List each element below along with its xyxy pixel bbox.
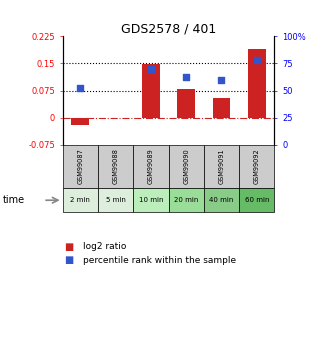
Text: GSM99088: GSM99088	[113, 149, 118, 185]
Text: GSM99090: GSM99090	[183, 149, 189, 185]
Bar	[248, 49, 265, 118]
Bar	[142, 64, 160, 118]
Text: percentile rank within the sample: percentile rank within the sample	[83, 256, 237, 265]
Bar	[239, 145, 274, 188]
Bar	[169, 145, 204, 188]
Text: 60 min: 60 min	[245, 197, 269, 203]
Bar	[63, 145, 98, 188]
Bar	[204, 145, 239, 188]
Bar	[98, 188, 133, 212]
Point	[148, 66, 153, 71]
Text: log2 ratio: log2 ratio	[83, 242, 127, 251]
Text: 20 min: 20 min	[174, 197, 198, 203]
Bar	[213, 98, 230, 118]
Point	[254, 57, 259, 63]
Point	[219, 77, 224, 82]
Text: time: time	[3, 195, 25, 205]
Point	[184, 75, 189, 80]
Bar	[133, 145, 169, 188]
Bar	[239, 188, 274, 212]
Bar	[133, 188, 169, 212]
Title: GDS2578 / 401: GDS2578 / 401	[121, 22, 216, 35]
Text: 5 min: 5 min	[106, 197, 126, 203]
Point	[78, 86, 83, 91]
Bar	[63, 188, 98, 212]
Bar	[169, 188, 204, 212]
Text: GSM99087: GSM99087	[77, 149, 83, 185]
Text: GSM99092: GSM99092	[254, 149, 260, 185]
Text: 10 min: 10 min	[139, 197, 163, 203]
Bar	[71, 118, 89, 125]
Bar	[98, 145, 133, 188]
Bar	[177, 89, 195, 118]
Text: GSM99089: GSM99089	[148, 149, 154, 185]
Text: 40 min: 40 min	[209, 197, 234, 203]
Text: GSM99091: GSM99091	[219, 149, 224, 184]
Text: 2 min: 2 min	[70, 197, 90, 203]
Text: ■: ■	[64, 256, 74, 265]
Text: ■: ■	[64, 242, 74, 252]
Bar	[204, 188, 239, 212]
